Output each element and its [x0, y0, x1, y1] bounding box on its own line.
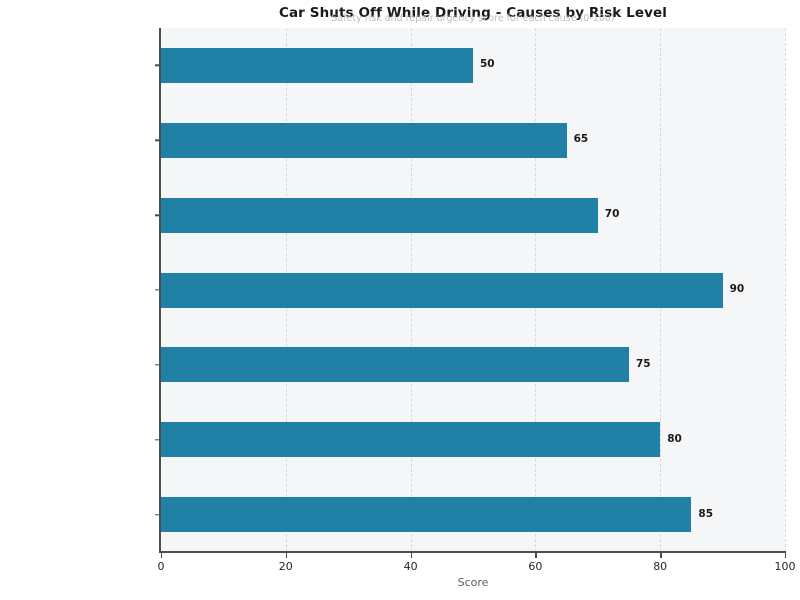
x-axis-tick-label: 40	[403, 560, 418, 573]
x-axis-tick-mark	[535, 553, 537, 558]
axis-spine-left	[159, 28, 161, 553]
y-axis-tick-mark	[155, 289, 160, 291]
bar	[161, 272, 723, 308]
x-axis-tick-mark	[785, 553, 787, 558]
y-axis-tick-mark	[155, 214, 160, 216]
gridline-x	[785, 28, 786, 552]
bar	[161, 422, 661, 458]
bar-value-label: 75	[636, 357, 651, 370]
bar-value-label: 50	[480, 58, 495, 71]
x-axis-tick-label: 100	[774, 560, 796, 573]
x-axis-tick-mark	[660, 553, 662, 558]
y-axis-tick-mark	[155, 439, 160, 441]
x-axis-tick-mark	[410, 553, 412, 558]
x-axis-tick-label: 0	[157, 560, 165, 573]
y-axis-tick-mark	[155, 513, 160, 516]
chart-title: Car Shuts Off While Driving - Causes by …	[278, 5, 668, 21]
y-axis-tick-mark	[155, 64, 160, 67]
x-axis-tick-label: 60	[528, 560, 543, 573]
chart-subtitle: Safety risk and repair urgency score for…	[331, 13, 615, 24]
x-axis-tick-label: 80	[653, 560, 668, 573]
bar-value-label: 80	[667, 432, 682, 445]
x-axis-title: Score	[457, 576, 489, 589]
bar-value-label: 85	[698, 507, 714, 520]
axis-spine-bottom	[159, 551, 786, 553]
title-block: Car Shuts Off While Driving - Causes by …	[0, 0, 800, 30]
bar	[161, 122, 567, 158]
x-axis-tick-mark	[161, 553, 163, 558]
bar-value-label: 90	[729, 283, 745, 295]
plot-area: 50 65 70 90 75 80 85	[161, 28, 786, 552]
bar	[161, 197, 598, 233]
bar	[161, 347, 629, 383]
x-axis-tick-mark	[285, 553, 288, 558]
y-axis-tick-mark	[155, 139, 160, 141]
x-axis-tick-label: 20	[278, 560, 293, 573]
y-axis-tick-mark	[155, 364, 160, 366]
bar	[161, 497, 692, 533]
bar	[161, 47, 473, 83]
bar-value-label: 65	[573, 133, 589, 146]
bar-value-label: 70	[604, 208, 620, 221]
